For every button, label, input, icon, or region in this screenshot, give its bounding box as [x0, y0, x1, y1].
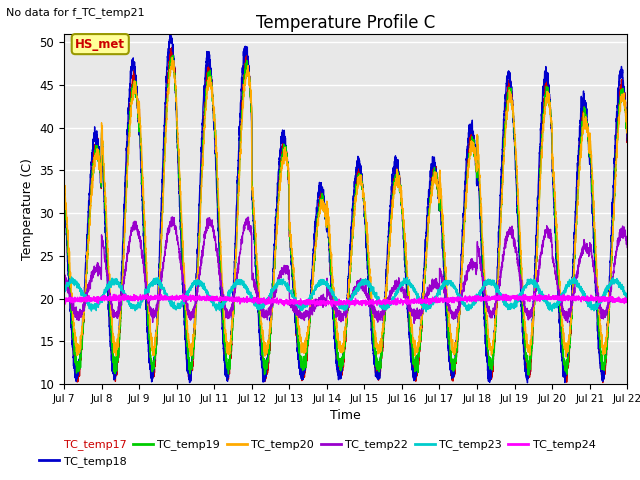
TC_temp20 [623, 122, 630, 128]
Title: Temperature Profile C: Temperature Profile C [256, 14, 435, 32]
TC_temp23 [60, 288, 68, 293]
TC_temp22 [623, 238, 630, 243]
TC_temp20 [325, 214, 333, 219]
TC_temp18 [524, 380, 531, 385]
Line: TC_temp24: TC_temp24 [64, 294, 627, 307]
TC_temp19 [60, 182, 68, 188]
TC_temp18 [441, 284, 449, 290]
TC_temp24 [161, 293, 169, 299]
TC_temp23 [68, 274, 76, 280]
TC_temp18 [504, 69, 512, 75]
Line: TC_temp17: TC_temp17 [64, 48, 627, 383]
TC_temp19 [325, 227, 333, 233]
TC_temp17 [441, 275, 449, 280]
TC_temp22 [169, 214, 177, 220]
TC_temp24 [504, 294, 512, 300]
TC_temp20 [563, 354, 570, 360]
TC_temp19 [472, 167, 480, 172]
TC_temp22 [410, 321, 418, 326]
TC_temp20 [504, 108, 512, 114]
TC_temp24 [324, 299, 332, 305]
TC_temp23 [623, 296, 630, 302]
Text: No data for f_TC_temp21: No data for f_TC_temp21 [6, 7, 145, 18]
TC_temp20 [60, 167, 68, 173]
TC_temp17 [60, 187, 68, 193]
TC_temp23 [472, 300, 480, 305]
TC_temp18 [623, 138, 631, 144]
Legend: TC_temp17, TC_temp18, TC_temp19, TC_temp20, TC_temp22, TC_temp23, TC_temp24: TC_temp17, TC_temp18, TC_temp19, TC_temp… [35, 435, 600, 471]
TC_temp22 [60, 274, 68, 279]
TC_temp18 [325, 234, 333, 240]
TC_temp24 [472, 299, 480, 304]
TC_temp22 [325, 289, 333, 295]
TC_temp22 [623, 244, 631, 250]
TC_temp23 [504, 307, 512, 312]
TC_temp17 [504, 93, 512, 99]
TC_temp22 [161, 244, 169, 250]
TC_temp19 [504, 90, 512, 96]
TC_temp24 [623, 298, 630, 303]
TC_temp19 [170, 52, 177, 58]
TC_temp22 [441, 285, 449, 290]
TC_temp23 [161, 290, 169, 296]
TC_temp18 [60, 192, 68, 198]
TC_temp17 [599, 380, 607, 385]
TC_temp22 [504, 234, 512, 240]
TC_temp20 [161, 149, 169, 155]
TC_temp18 [472, 161, 480, 167]
Y-axis label: Temperature (C): Temperature (C) [21, 158, 34, 260]
Line: TC_temp23: TC_temp23 [64, 277, 627, 312]
TC_temp24 [441, 299, 449, 304]
TC_temp20 [168, 55, 176, 60]
Line: TC_temp19: TC_temp19 [64, 55, 627, 375]
TC_temp18 [161, 100, 169, 106]
TC_temp17 [168, 45, 176, 50]
TC_temp24 [531, 291, 538, 297]
TC_temp20 [623, 130, 631, 135]
Line: TC_temp22: TC_temp22 [64, 217, 627, 324]
Text: HS_met: HS_met [76, 37, 125, 50]
TC_temp19 [623, 129, 630, 135]
TC_temp23 [422, 309, 430, 315]
TC_temp23 [623, 295, 631, 301]
TC_temp18 [166, 28, 174, 34]
TC_temp22 [472, 265, 480, 271]
TC_temp17 [472, 163, 480, 168]
TC_temp17 [623, 135, 631, 141]
TC_temp17 [161, 133, 169, 139]
TC_temp17 [623, 130, 630, 135]
TC_temp18 [623, 123, 630, 129]
Line: TC_temp20: TC_temp20 [64, 58, 627, 357]
X-axis label: Time: Time [330, 409, 361, 422]
TC_temp20 [472, 159, 480, 165]
TC_temp23 [325, 284, 333, 290]
TC_temp23 [441, 281, 449, 287]
TC_temp17 [325, 231, 333, 237]
TC_temp19 [525, 372, 532, 378]
Line: TC_temp18: TC_temp18 [64, 31, 627, 383]
TC_temp24 [623, 299, 631, 304]
TC_temp19 [441, 269, 449, 275]
TC_temp19 [161, 134, 169, 140]
TC_temp19 [623, 129, 631, 135]
TC_temp24 [328, 304, 336, 310]
TC_temp20 [441, 253, 449, 259]
TC_temp24 [60, 297, 68, 302]
